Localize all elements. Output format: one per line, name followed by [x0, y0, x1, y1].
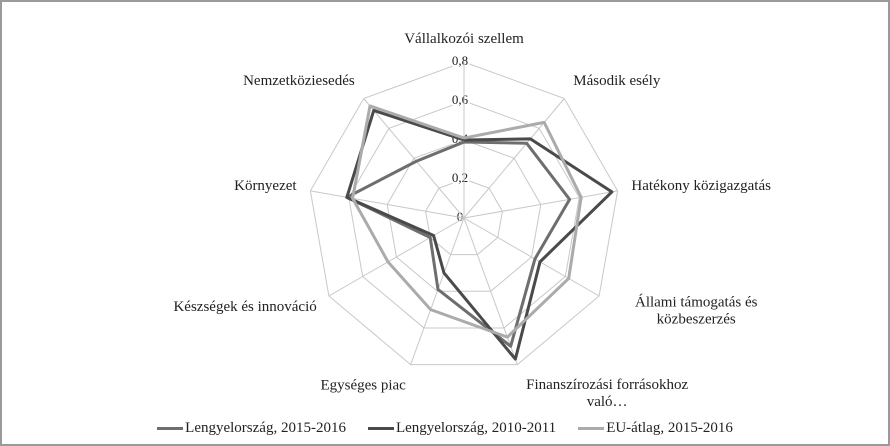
grid-ring — [425, 178, 503, 256]
category-label: Vállalkozói szellem — [404, 31, 524, 47]
category-label: Nemzetköziesedés — [243, 72, 355, 89]
legend-swatch — [157, 427, 184, 430]
legend: Lengyelország, 2015-2016 Lengyelország, 2… — [2, 420, 888, 437]
axis-spoke — [363, 98, 465, 219]
series-line — [345, 140, 572, 348]
category-label: Finanszírozási forrásokhoz való… — [526, 376, 689, 410]
grid-ring — [348, 100, 580, 329]
r-tick-label: 0,2 — [452, 170, 468, 185]
legend-label: Lengyelország, 2015-2016 — [185, 420, 346, 436]
category-label: Állami támogatás és közbeszerzés — [634, 294, 758, 328]
legend-item: Lengyelország, 2010-2011 — [367, 420, 557, 437]
category-label: Hatékony közigazgatás — [631, 178, 771, 195]
category-label: Készségek és innováció — [173, 298, 317, 315]
axis-spoke — [328, 217, 465, 297]
r-tick-label: 0 — [457, 209, 464, 224]
legend-item: Lengyelország, 2015-2016 — [157, 420, 346, 437]
axis-spoke — [310, 190, 465, 219]
grid-ring — [386, 139, 542, 292]
category-label: Egységes piac — [320, 377, 406, 394]
r-tick-label: 0,8 — [452, 53, 468, 68]
axis-spoke — [463, 98, 565, 219]
legend-label: Lengyelország, 2010-2011 — [395, 420, 557, 436]
axis-spoke — [410, 217, 465, 365]
legend-item: EU-átlag, 2015-2016 — [578, 420, 733, 437]
r-tick-label: 0,6 — [452, 92, 469, 107]
axis-spoke — [463, 190, 618, 219]
axis-spoke — [463, 217, 600, 297]
axis-spoke — [463, 217, 518, 365]
legend-label: EU-átlag, 2015-2016 — [606, 420, 733, 436]
series-line — [351, 104, 583, 339]
legend-swatch — [578, 427, 605, 430]
legend-swatch — [367, 427, 394, 430]
grid-ring — [309, 61, 619, 366]
category-label: Második esély — [573, 72, 661, 89]
category-label: Környezet — [234, 178, 297, 195]
